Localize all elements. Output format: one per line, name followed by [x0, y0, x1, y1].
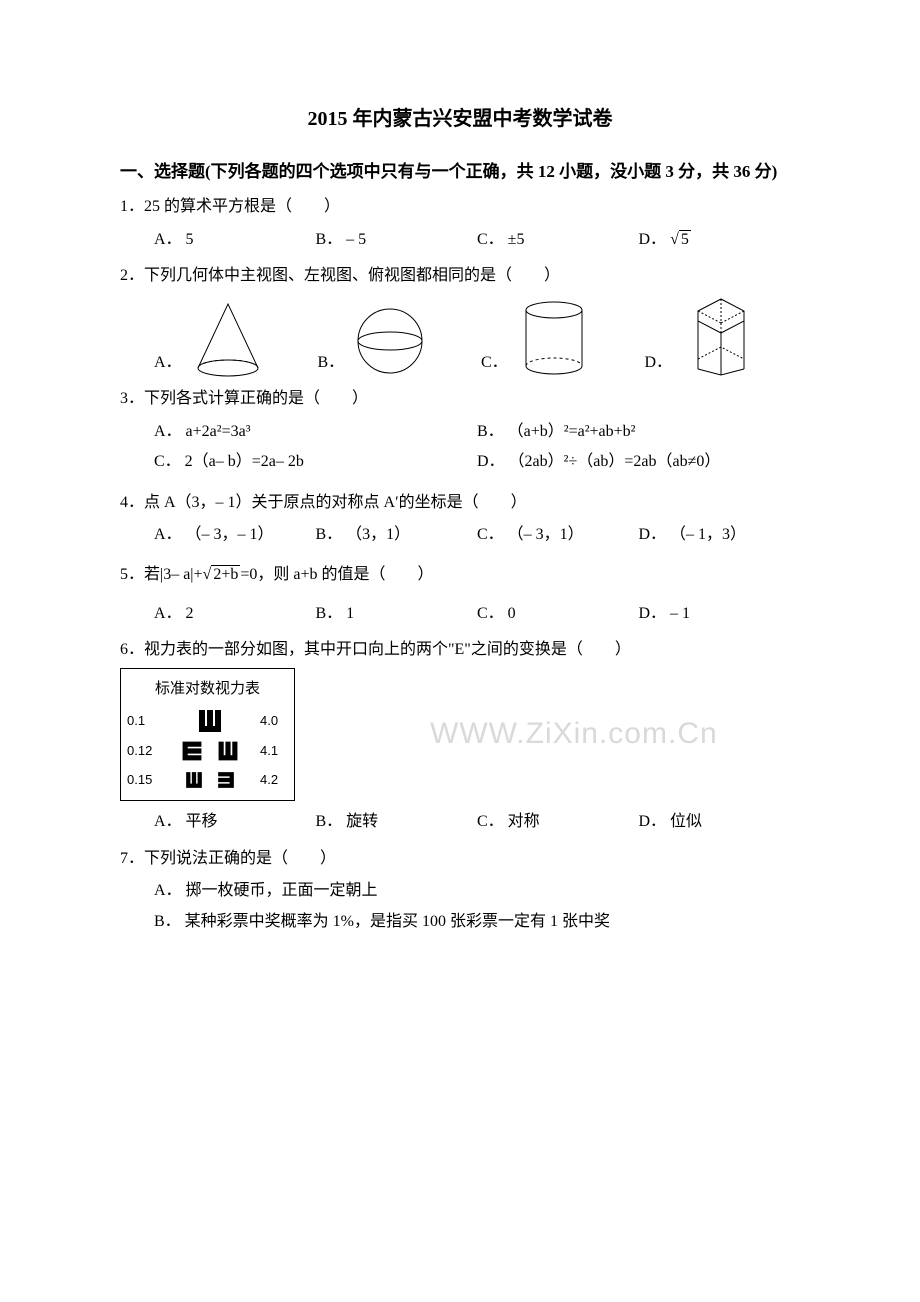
q3-opt-d: D． （2ab）²÷（ab）=2ab（ab≠0）	[477, 447, 800, 477]
eye-row3-left: 0.15	[127, 768, 159, 793]
eye-row2-mid	[159, 739, 260, 763]
q5-stem-suffix: =0，则 a+b 的值是（ ）	[240, 566, 433, 583]
q2-d-label: D．	[645, 348, 673, 378]
q3-stem: 3．下列各式计算正确的是（ ）	[120, 384, 800, 414]
q2-b-label: B．	[318, 348, 345, 378]
q7-opt-a: A． 掷一枚硬币，正面一定朝上	[154, 876, 800, 906]
q2-a-label: A．	[154, 348, 182, 378]
e-right-icon	[180, 739, 204, 763]
q4-opt-b: B． （3，1）	[316, 520, 478, 550]
q2-stem: 2．下列几何体中主视图、左视图、俯视图都相同的是（ ）	[120, 261, 800, 291]
question-6: 6．视力表的一部分如图，其中开口向上的两个"E"之间的变换是（ ） 标准对数视力…	[120, 635, 800, 838]
q6-opt-b: B． 旋转	[316, 807, 478, 837]
cone-icon	[188, 298, 268, 378]
q4-opt-d: D． （– 1，3）	[639, 520, 801, 550]
eye-row-1: 0.1 4.0	[127, 707, 288, 735]
e-up-icon	[216, 739, 240, 763]
eye-chart: 标准对数视力表 0.1 4.0 0.12	[120, 668, 295, 802]
eye-row3-mid	[159, 770, 260, 790]
q2-opt-c: C．	[481, 298, 637, 378]
q4-opt-c: C． （– 3，1）	[477, 520, 639, 550]
sqrt-icon	[670, 231, 679, 248]
eye-row1-left: 0.1	[127, 709, 159, 734]
q5-options: A． 2 B． 1 C． 0 D． – 1	[120, 599, 800, 629]
e-up-icon	[184, 770, 204, 790]
q2-opt-a: A．	[154, 298, 310, 378]
q1-opt-c: C． ±5	[477, 225, 639, 255]
q6-options: A． 平移 B． 旋转 C． 对称 D． 位似	[120, 807, 800, 837]
q2-shapes: A． B． C．	[120, 293, 800, 378]
q6-opt-a: A． 平移	[154, 807, 316, 837]
q7-opt-b: B． 某种彩票中奖概率为 1%，是指买 100 张彩票一定有 1 张中奖	[154, 907, 800, 937]
eye-row1-mid	[159, 707, 260, 735]
q6-stem: 6．视力表的一部分如图，其中开口向上的两个"E"之间的变换是（ ）	[120, 635, 800, 665]
q4-opt-a: A． （– 3，– 1）	[154, 520, 316, 550]
page-title: 2015 年内蒙古兴安盟中考数学试卷	[120, 100, 800, 138]
question-2: 2．下列几何体中主视图、左视图、俯视图都相同的是（ ） A． B．	[120, 261, 800, 378]
sphere-icon	[350, 303, 430, 378]
question-5: 5．若|3– a|+ 2+b=0，则 a+b 的值是（ ） A． 2 B． 1 C…	[120, 560, 800, 629]
e-left-icon	[216, 770, 236, 790]
q3-options: A． a+2a²=3a³ B． （a+b）²=a²+ab+b² C． 2（a– …	[120, 417, 800, 478]
q5-opt-a: A． 2	[154, 599, 316, 629]
eye-chart-title: 标准对数视力表	[127, 675, 288, 704]
eye-row2-left: 0.12	[127, 739, 159, 764]
q3-opt-b: B． （a+b）²=a²+ab+b²	[477, 417, 800, 447]
q5-radicand: 2+b	[211, 565, 240, 583]
q4-options: A． （– 3，– 1） B． （3，1） C． （– 3，1） D． （– 1…	[120, 520, 800, 550]
q6-opt-c: C． 对称	[477, 807, 639, 837]
q5-opt-b: B． 1	[316, 599, 478, 629]
question-1: 1．25 的算术平方根是（ ） A． 5 B． – 5 C． ±5 D． 5	[120, 192, 800, 255]
eye-row1-right: 4.0	[260, 709, 288, 734]
q3-opt-c: C． 2（a– b）=2a– 2b	[154, 447, 477, 477]
eye-row-3: 0.15 4.2	[127, 768, 288, 793]
q2-c-label: C．	[481, 348, 508, 378]
prism-icon	[678, 293, 763, 378]
q1-opt-b: B． – 5	[316, 225, 478, 255]
q1-d-prefix: D．	[639, 231, 671, 248]
q5-opt-c: C． 0	[477, 599, 639, 629]
q5-stem-prefix: 5．若|3– a|+	[120, 566, 203, 583]
q5-stem: 5．若|3– a|+ 2+b=0，则 a+b 的值是（ ）	[120, 560, 800, 590]
cylinder-icon	[514, 298, 594, 378]
question-4: 4．点 A（3，– 1）关于原点的对称点 A′的坐标是（ ） A． （– 3，–…	[120, 488, 800, 551]
q7-options: A． 掷一枚硬币，正面一定朝上 B． 某种彩票中奖概率为 1%，是指买 100 …	[120, 876, 800, 937]
q4-stem: 4．点 A（3，– 1）关于原点的对称点 A′的坐标是（ ）	[120, 488, 800, 518]
eye-row3-right: 4.2	[260, 768, 288, 793]
eye-row2-right: 4.1	[260, 739, 288, 764]
q1-d-radicand: 5	[679, 230, 691, 248]
q1-options: A． 5 B． – 5 C． ±5 D． 5	[120, 225, 800, 255]
q1-opt-d: D． 5	[639, 225, 801, 255]
eye-row-2: 0.12 4.1	[127, 739, 288, 764]
question-3: 3．下列各式计算正确的是（ ） A． a+2a²=3a³ B． （a+b）²=a…	[120, 384, 800, 477]
sqrt-icon	[203, 566, 212, 583]
q2-opt-b: B．	[318, 303, 474, 378]
q3-opt-a: A． a+2a²=3a³	[154, 417, 477, 447]
e-up-icon	[196, 707, 224, 735]
q6-opt-d: D． 位似	[639, 807, 801, 837]
question-7: 7．下列说法正确的是（ ） A． 掷一枚硬币，正面一定朝上 B． 某种彩票中奖概…	[120, 844, 800, 937]
q7-stem: 7．下列说法正确的是（ ）	[120, 844, 800, 874]
q2-opt-d: D．	[645, 293, 801, 378]
q1-stem: 1．25 的算术平方根是（ ）	[120, 192, 800, 222]
q1-opt-a: A． 5	[154, 225, 316, 255]
q5-opt-d: D． – 1	[639, 599, 801, 629]
section-header: 一、选择题(下列各题的四个选项中只有与一个正确，共 12 小题，没小题 3 分，…	[120, 156, 800, 188]
